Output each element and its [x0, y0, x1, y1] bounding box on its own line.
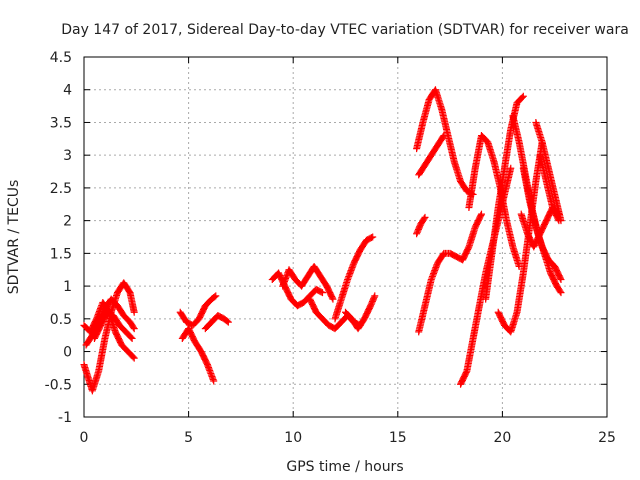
data-point [518, 93, 526, 101]
x-tick-label: 25 [598, 430, 616, 446]
y-tick-label: 4.5 [50, 50, 72, 66]
x-tick-label: 5 [184, 430, 193, 446]
x-tick-label: 0 [80, 430, 89, 446]
data-point [128, 334, 136, 342]
y-tick-label: 0.5 [50, 312, 72, 328]
series-arc-d13 [536, 151, 563, 225]
data-point [127, 333, 135, 341]
data-point [369, 233, 377, 241]
y-tick-label: 3 [63, 148, 72, 164]
data-point [224, 318, 232, 326]
data-point [130, 325, 138, 333]
data-point [556, 274, 564, 282]
data-point [519, 92, 527, 100]
data-point [212, 292, 220, 300]
data-point [557, 276, 565, 284]
data-point [371, 292, 379, 300]
series-arc-a4 [90, 308, 136, 342]
y-axis-label: SDTVAR / TECUs [6, 180, 22, 295]
series-arc-c2 [279, 262, 337, 303]
series-arc-d1 [413, 86, 477, 198]
series-arc-d4 [415, 210, 485, 336]
y-tick-label: 2.5 [50, 181, 72, 197]
data-point [554, 215, 562, 223]
data-point [507, 164, 515, 172]
y-tick-label: 1 [63, 279, 72, 295]
x-tick-labels: 0 5 10 15 20 25 [80, 430, 616, 446]
chart-title: Day 147 of 2017, Sidereal Day-to-day VTE… [61, 22, 629, 38]
series-arc-c4 [331, 233, 377, 323]
data-point [421, 213, 429, 221]
y-tick-label: -1 [58, 410, 72, 426]
y-tick-label: 0 [63, 345, 72, 361]
data-point [555, 217, 563, 225]
data-point [318, 289, 326, 297]
axis-ticks [83, 56, 608, 418]
data-point [211, 293, 219, 301]
y-tick-label: 3.5 [50, 115, 72, 131]
data-point [328, 294, 336, 302]
data-point [129, 353, 137, 361]
data-point [130, 354, 138, 362]
series-arc-b3 [201, 312, 232, 333]
series-arc-d11 [519, 164, 565, 284]
data-point [129, 323, 137, 331]
data-point [223, 317, 231, 325]
data-point [210, 377, 218, 385]
data-point [329, 295, 337, 303]
series-arc-d3 [413, 213, 429, 238]
x-tick-label: 15 [389, 430, 407, 446]
data-point [557, 289, 565, 297]
data-point [477, 210, 485, 218]
x-tick-label: 10 [284, 430, 302, 446]
series-arc-d2 [415, 132, 448, 179]
y-tick-labels: -1 -0.5 0 0.5 1 1.5 2 2.5 3 3.5 4 4.5 [45, 50, 72, 426]
data-point [439, 133, 447, 141]
x-axis-label: GPS time / hours [286, 459, 403, 475]
x-tick-label: 20 [493, 430, 511, 446]
series-arc-d6 [465, 132, 523, 270]
series-arc-b1 [176, 292, 220, 329]
series-arc-a2 [80, 279, 138, 395]
y-tick-label: 4 [63, 83, 72, 99]
data-point [367, 234, 375, 242]
y-tick-label: 1.5 [50, 246, 72, 262]
data-point [440, 132, 448, 140]
y-tick-label: -0.5 [45, 377, 72, 393]
plot-frame [83, 56, 608, 418]
y-tick-label: 2 [63, 214, 72, 230]
data-point [130, 308, 138, 316]
data-point [477, 211, 485, 219]
data-point [317, 288, 325, 296]
data-point [556, 287, 564, 295]
series-arc-d7 [482, 92, 527, 303]
series-arc-c5 [342, 292, 379, 333]
series-arc-b2 [178, 325, 218, 385]
data-points [80, 86, 565, 395]
data-point [420, 215, 428, 223]
